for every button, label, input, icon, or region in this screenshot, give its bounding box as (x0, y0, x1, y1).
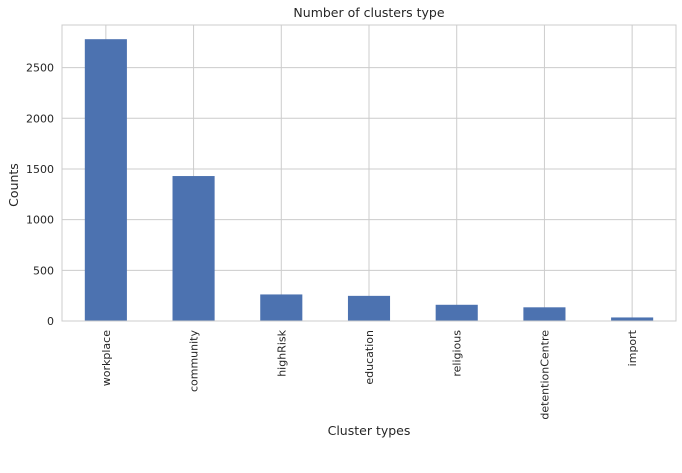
bar-community (172, 176, 215, 321)
bars (84, 39, 654, 322)
x-tick-label: highRisk (275, 329, 288, 376)
bar-education (347, 295, 391, 321)
bar-highRisk (260, 294, 303, 321)
x-tick-label: workplace (100, 330, 113, 386)
y-tick-label: 2000 (26, 112, 54, 125)
x-tick-label: import (626, 329, 639, 366)
bar-import (611, 317, 654, 321)
x-tick-label: education (363, 330, 376, 385)
bar-detentionCentre (523, 307, 566, 321)
gridlines (62, 25, 676, 322)
y-tick-label: 2500 (26, 62, 54, 75)
x-axis-label: Cluster types (328, 423, 411, 438)
x-tick-label: detentionCentre (538, 330, 551, 420)
y-axis-label: Counts (6, 163, 21, 207)
y-tick-label: 1000 (26, 214, 54, 227)
y-tick-label: 1500 (26, 163, 54, 176)
x-tick-label: religious (451, 330, 464, 377)
bar-workplace (84, 39, 127, 322)
y-tick-label: 500 (33, 264, 54, 277)
x-tick-label: community (188, 330, 201, 393)
y-tick-label: 0 (47, 315, 54, 328)
bar-religious (435, 304, 478, 321)
y-tick-labels: 0 500 1000 1500 2000 2500 (26, 62, 54, 328)
x-tick-labels: workplace community highRisk education relig… (100, 329, 639, 419)
chart-title: Number of clusters type (293, 5, 444, 20)
plot-frame (61, 24, 677, 322)
